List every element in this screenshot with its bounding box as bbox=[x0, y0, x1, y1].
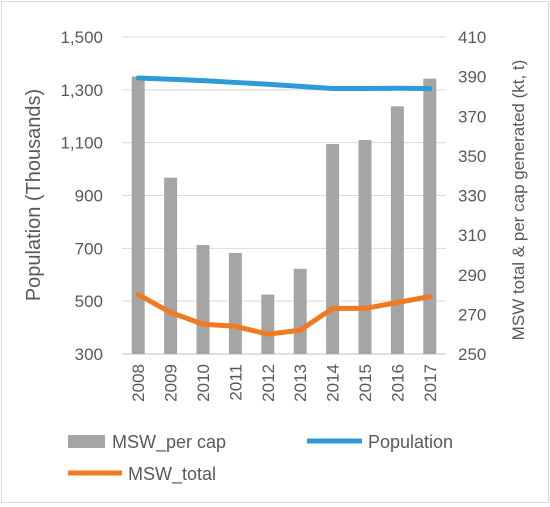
left-tick-label: 1,500 bbox=[60, 28, 103, 47]
bar-msw-per-cap bbox=[228, 252, 242, 354]
bar-msw-per-cap bbox=[261, 294, 275, 354]
legend-label-msw-total: MSW_total bbox=[128, 464, 216, 485]
x-tick-label: 2017 bbox=[421, 364, 440, 402]
x-tick-label: 2009 bbox=[162, 364, 181, 402]
left-tick-label: 1,300 bbox=[60, 81, 103, 100]
legend-label-population: Population bbox=[368, 432, 453, 452]
left-axis-ticks: 300 500 700 900 1,100 1,300 1,500 bbox=[60, 28, 103, 364]
legend-label-msw-per-cap: MSW_per cap bbox=[112, 432, 226, 453]
combo-chart: 300 500 700 900 1,100 1,300 1,500 250 270 290 310… bbox=[23, 28, 528, 485]
bar-msw-per-cap bbox=[326, 143, 340, 354]
legend: MSW_per cap Population MSW_total bbox=[68, 432, 453, 485]
right-tick-label: 350 bbox=[458, 147, 486, 166]
left-tick-label: 1,100 bbox=[60, 134, 103, 153]
x-tick-label: 2011 bbox=[226, 364, 245, 401]
x-tick-label: 2013 bbox=[291, 364, 310, 402]
right-axis-label: MSW total & per cap generated (kt, t) bbox=[509, 60, 528, 341]
bar-msw-per-cap bbox=[164, 177, 178, 354]
left-tick-label: 500 bbox=[75, 292, 103, 311]
right-tick-label: 390 bbox=[458, 68, 486, 87]
x-tick-label: 2016 bbox=[388, 364, 407, 402]
bar-msw-per-cap bbox=[423, 78, 437, 354]
left-tick-label: 300 bbox=[75, 345, 103, 364]
x-tick-label: 2010 bbox=[194, 364, 213, 402]
legend-swatch-msw-per-cap bbox=[68, 435, 105, 448]
right-tick-label: 270 bbox=[458, 305, 486, 324]
x-axis-ticks: 2008 2009 2010 2011 2012 2013 2014 2015 2016 2017 bbox=[129, 364, 440, 402]
right-tick-label: 330 bbox=[458, 187, 486, 206]
right-tick-label: 290 bbox=[458, 266, 486, 285]
bar-msw-per-cap bbox=[293, 268, 307, 354]
line-series bbox=[135, 75, 433, 337]
left-tick-label: 700 bbox=[75, 239, 103, 258]
line-population bbox=[135, 75, 433, 92]
left-axis-label: Population (Thousands) bbox=[23, 89, 45, 301]
right-tick-label: 310 bbox=[458, 226, 486, 245]
bar-msw-per-cap bbox=[390, 106, 404, 354]
right-tick-label: 410 bbox=[458, 28, 486, 47]
x-tick-label: 2014 bbox=[324, 364, 343, 402]
x-tick-label: 2015 bbox=[356, 364, 375, 402]
left-tick-label: 900 bbox=[75, 187, 103, 206]
x-tick-label: 2012 bbox=[259, 364, 278, 402]
bar-msw-per-cap bbox=[131, 76, 145, 354]
line-msw-total bbox=[135, 292, 433, 337]
right-axis-ticks: 250 270 290 310 330 350 370 390 410 bbox=[458, 28, 486, 364]
bar-msw-per-cap bbox=[196, 245, 210, 354]
right-tick-label: 250 bbox=[458, 345, 486, 364]
bar-msw-per-cap bbox=[358, 140, 372, 354]
right-tick-label: 370 bbox=[458, 107, 486, 126]
x-tick-label: 2008 bbox=[129, 364, 148, 402]
